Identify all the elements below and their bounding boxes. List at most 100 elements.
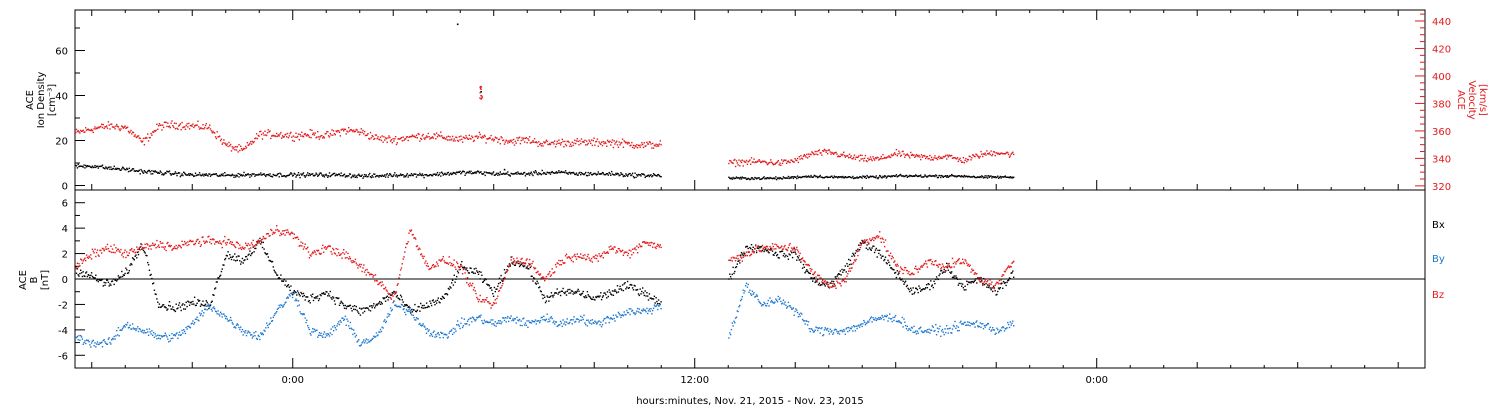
velocity-point	[509, 139, 511, 142]
by-point	[101, 341, 103, 343]
by-point	[618, 313, 620, 315]
bz-point	[524, 262, 527, 264]
bx-point	[554, 292, 556, 294]
density-point	[930, 175, 932, 177]
velocity-point	[501, 137, 503, 139]
by-point	[735, 316, 738, 318]
velocity-point	[822, 150, 824, 152]
by-point	[822, 334, 825, 336]
bx-point	[478, 270, 481, 273]
bx-point	[639, 288, 641, 290]
by-point	[753, 292, 755, 294]
bx-point	[461, 260, 463, 263]
bz-point	[269, 234, 271, 237]
density-point	[280, 173, 282, 175]
velocity-point	[765, 162, 768, 164]
bx-point	[931, 284, 934, 286]
velocity-point	[120, 128, 122, 130]
by-point	[591, 319, 594, 321]
density-point	[114, 168, 116, 170]
bx-point	[814, 281, 816, 284]
velocity-point	[906, 153, 908, 155]
by-point	[398, 305, 400, 307]
density-point	[484, 174, 486, 177]
density-point	[311, 173, 313, 175]
bx-point	[477, 273, 480, 275]
density-point	[409, 174, 411, 176]
density-point	[310, 173, 312, 175]
density-point	[468, 170, 470, 173]
by-point	[586, 325, 589, 327]
data-points	[75, 23, 1015, 348]
velocity-point	[576, 138, 578, 140]
velocity-point	[156, 123, 158, 125]
by-point	[989, 326, 991, 328]
density-point	[812, 176, 814, 178]
bx-point	[853, 255, 856, 257]
density-point	[845, 176, 847, 179]
velocity-point	[305, 134, 307, 136]
bx-point	[497, 285, 499, 287]
by-point	[833, 329, 836, 331]
bx-point	[95, 274, 97, 276]
density-point	[296, 174, 298, 177]
bx-point	[166, 309, 168, 311]
bz-point	[391, 293, 393, 296]
velocity-point	[610, 144, 612, 146]
by-point	[960, 320, 962, 322]
bz-point	[208, 235, 210, 237]
bz-point	[93, 252, 95, 254]
density-y-tick-label: 40	[55, 92, 68, 103]
bz-point	[545, 275, 548, 278]
velocity-point	[753, 158, 755, 160]
velocity-point	[245, 147, 248, 149]
velocity-point	[530, 141, 532, 144]
by-point	[523, 324, 526, 326]
velocity-point	[851, 157, 853, 160]
bx-point	[196, 302, 198, 304]
density-point	[544, 172, 546, 174]
bx-point	[576, 290, 578, 292]
bx-point	[315, 296, 317, 298]
density-point	[266, 174, 269, 176]
velocity-point	[580, 138, 583, 140]
by-point	[281, 306, 284, 308]
density-point	[776, 178, 778, 181]
velocity-point	[567, 140, 569, 142]
bz-point	[451, 265, 454, 267]
bz-point	[353, 261, 355, 263]
by-point	[497, 322, 499, 324]
velocity-point	[237, 151, 239, 153]
density-point	[613, 174, 615, 176]
bx-point	[881, 255, 883, 257]
bx-point	[88, 274, 90, 277]
bx-point	[323, 293, 326, 295]
density-point	[786, 177, 789, 179]
velocity-point	[446, 136, 448, 138]
velocity-axis-label-line1: ACE	[1455, 90, 1466, 110]
density-point	[822, 176, 824, 179]
velocity-point	[951, 157, 954, 159]
by-point	[549, 320, 551, 322]
density-point	[532, 174, 534, 177]
by-point	[265, 322, 268, 324]
bx-point	[969, 281, 971, 283]
by-point	[595, 323, 598, 325]
bz-point	[214, 241, 217, 243]
bx-point	[332, 297, 335, 299]
bx-point	[935, 278, 937, 281]
bx-point	[580, 293, 583, 295]
bx-point	[621, 289, 623, 291]
bx-point	[988, 285, 991, 287]
by-point	[823, 329, 826, 331]
bz-point	[297, 238, 300, 240]
density-point	[584, 173, 586, 175]
density-point	[938, 174, 940, 177]
by-point	[610, 317, 612, 319]
density-point	[550, 171, 553, 174]
density-point	[601, 171, 604, 174]
density-point	[425, 174, 427, 176]
velocity-point	[115, 125, 117, 127]
bz-point	[482, 299, 484, 301]
bx-point	[801, 267, 804, 269]
